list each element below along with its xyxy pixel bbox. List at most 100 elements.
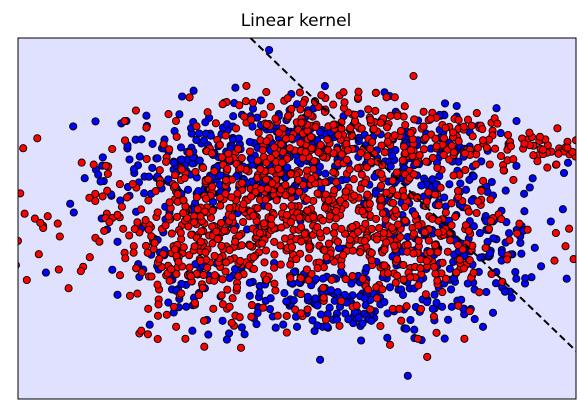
data-point-series-1 bbox=[201, 248, 210, 257]
data-point-series-1 bbox=[430, 262, 439, 271]
data-point-series-1 bbox=[278, 158, 287, 167]
data-point-series-1 bbox=[142, 123, 151, 132]
data-point-series-0 bbox=[478, 322, 488, 331]
data-point-series-1 bbox=[391, 206, 400, 215]
data-point-series-1 bbox=[19, 144, 28, 153]
data-point-series-1 bbox=[300, 229, 309, 238]
data-point-series-1 bbox=[218, 153, 227, 162]
data-point-series-0 bbox=[423, 298, 432, 307]
data-point-series-1 bbox=[98, 192, 107, 201]
data-point-series-0 bbox=[218, 316, 227, 325]
data-point-series-1 bbox=[286, 260, 295, 269]
data-point-series-1 bbox=[164, 110, 173, 119]
data-point-series-1 bbox=[270, 263, 279, 272]
data-point-series-1 bbox=[409, 71, 418, 81]
data-point-series-1 bbox=[402, 302, 411, 311]
data-point-series-1 bbox=[303, 206, 312, 215]
data-point-series-1 bbox=[296, 309, 306, 318]
data-point-series-1 bbox=[464, 226, 473, 235]
data-point-series-1 bbox=[409, 229, 418, 238]
data-point-series-1 bbox=[438, 288, 447, 297]
data-point-series-1 bbox=[454, 301, 463, 310]
data-point-series-1 bbox=[362, 163, 371, 172]
data-point-series-1 bbox=[286, 218, 295, 227]
data-point-series-1 bbox=[20, 209, 29, 218]
data-point-series-1 bbox=[256, 164, 265, 174]
data-point-series-0 bbox=[360, 294, 369, 303]
data-point-series-1 bbox=[371, 106, 380, 115]
data-point-series-1 bbox=[550, 256, 559, 265]
data-point-series-1 bbox=[412, 159, 421, 168]
data-point-series-0 bbox=[280, 289, 289, 298]
data-point-series-1 bbox=[369, 124, 378, 133]
data-point-series-1 bbox=[313, 189, 322, 198]
data-point-series-0 bbox=[182, 302, 191, 311]
data-point-series-1 bbox=[237, 178, 247, 187]
data-point-series-1 bbox=[121, 254, 130, 263]
data-point-series-0 bbox=[125, 155, 134, 164]
data-point-series-1 bbox=[34, 250, 43, 259]
data-point-series-1 bbox=[393, 271, 402, 280]
data-point-series-1 bbox=[247, 115, 256, 124]
data-point-series-0 bbox=[452, 101, 461, 111]
data-point-series-1 bbox=[232, 124, 241, 133]
data-point-series-1 bbox=[393, 191, 402, 200]
data-point-series-0 bbox=[521, 274, 530, 283]
data-point-series-1 bbox=[253, 156, 262, 165]
data-point-series-1 bbox=[299, 99, 308, 108]
data-point-series-1 bbox=[196, 256, 205, 265]
data-point-series-1 bbox=[385, 340, 395, 349]
data-point-series-1 bbox=[165, 276, 174, 285]
data-point-series-0 bbox=[367, 316, 376, 325]
data-point-series-1 bbox=[332, 178, 341, 187]
data-point-series-1 bbox=[343, 145, 352, 155]
data-point-series-1 bbox=[452, 268, 461, 277]
data-point-series-0 bbox=[447, 302, 456, 311]
data-point-series-1 bbox=[431, 134, 440, 143]
data-point-series-1 bbox=[223, 285, 232, 294]
data-point-series-1 bbox=[498, 277, 507, 286]
data-point-series-1 bbox=[282, 210, 291, 220]
data-point-series-0 bbox=[177, 155, 186, 164]
data-point-series-0 bbox=[245, 291, 254, 300]
data-point-series-1 bbox=[91, 196, 100, 206]
data-point-series-1 bbox=[360, 237, 369, 246]
data-point-series-1 bbox=[212, 227, 221, 236]
data-point-series-1 bbox=[147, 272, 156, 281]
data-point-series-1 bbox=[113, 210, 122, 219]
data-point-series-1 bbox=[192, 193, 201, 202]
data-point-series-1 bbox=[221, 267, 230, 276]
data-point-series-0 bbox=[108, 265, 117, 274]
data-point-series-1 bbox=[64, 284, 73, 293]
data-point-series-1 bbox=[221, 176, 231, 185]
data-point-series-0 bbox=[192, 135, 201, 145]
data-point-series-0 bbox=[96, 177, 105, 186]
data-point-series-1 bbox=[307, 144, 316, 153]
data-point-series-1 bbox=[228, 294, 237, 303]
data-point-series-1 bbox=[169, 302, 179, 311]
data-point-series-1 bbox=[231, 237, 240, 246]
data-point-series-1 bbox=[91, 189, 100, 198]
data-point-series-1 bbox=[367, 256, 376, 265]
data-point-series-0 bbox=[383, 309, 392, 318]
data-point-series-1 bbox=[198, 283, 207, 292]
data-point-series-1 bbox=[368, 137, 377, 147]
data-point-series-1 bbox=[449, 148, 458, 157]
data-point-series-1 bbox=[330, 186, 339, 195]
data-point-series-1 bbox=[296, 290, 305, 299]
data-point-series-1 bbox=[161, 221, 170, 230]
data-point-series-1 bbox=[446, 236, 455, 245]
data-point-series-1 bbox=[249, 252, 258, 262]
data-point-series-1 bbox=[201, 194, 211, 203]
data-point-series-1 bbox=[472, 109, 481, 118]
data-point-series-1 bbox=[431, 269, 440, 278]
data-point-series-1 bbox=[415, 151, 424, 160]
data-point-series-1 bbox=[326, 211, 335, 221]
data-point-series-1 bbox=[177, 165, 186, 174]
data-point-series-1 bbox=[453, 240, 463, 250]
data-point-series-1 bbox=[396, 232, 405, 242]
data-point-series-0 bbox=[486, 248, 495, 258]
data-point-series-1 bbox=[208, 182, 217, 191]
data-point-series-1 bbox=[479, 176, 488, 185]
data-point-series-1 bbox=[174, 257, 183, 266]
